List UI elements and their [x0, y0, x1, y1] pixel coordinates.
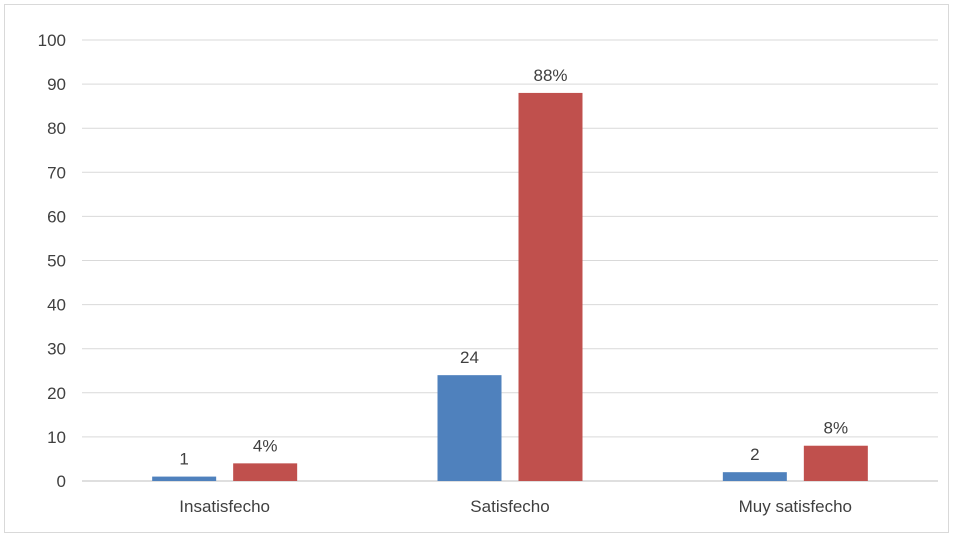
category-label: Satisfecho: [470, 497, 549, 516]
data-label: 88%: [533, 66, 567, 85]
y-tick-label: 30: [47, 340, 66, 359]
data-label: 4%: [253, 436, 278, 455]
data-label: 8%: [824, 419, 849, 438]
y-tick-label: 90: [47, 75, 66, 94]
bar-series-2-0: [233, 463, 298, 481]
data-label: 24: [460, 348, 479, 367]
y-tick-label: 10: [47, 428, 66, 447]
gridlines: [82, 39, 938, 482]
y-tick-label: 40: [47, 296, 66, 315]
y-tick-label: 60: [47, 207, 66, 226]
bar-series-1-2: [722, 472, 787, 481]
y-tick-label: 20: [47, 384, 66, 403]
y-tick-label: 80: [47, 119, 66, 138]
data-labels: 1 4% 24 88% 2 8%: [179, 66, 848, 469]
bar-series-1-1: [437, 375, 502, 481]
category-label: Muy satisfecho: [739, 497, 852, 516]
y-tick-label: 50: [47, 252, 66, 271]
data-label: 1: [179, 450, 188, 469]
y-axis-ticks: 0 10 20 30 40 50 60 70 80 90 100: [38, 31, 66, 491]
y-tick-label: 70: [47, 163, 66, 182]
bar-series-2-1: [518, 92, 583, 482]
chart-frame: 0 10 20 30 40 50 60 70 80 90 100 1 4% 24 88% 2 8% Insat…: [4, 4, 949, 533]
bar-chart: 0 10 20 30 40 50 60 70 80 90 100 1 4% 24 88% 2 8% Insat…: [38, 31, 938, 516]
bars: [152, 92, 868, 482]
y-tick-label: 100: [38, 31, 66, 50]
bar-series-2-2: [803, 445, 868, 481]
data-label: 2: [750, 445, 759, 464]
category-axis: Insatisfecho Satisfecho Muy satisfecho: [179, 497, 852, 516]
y-tick-label: 0: [57, 472, 66, 491]
bar-series-1-0: [152, 476, 217, 481]
category-label: Insatisfecho: [179, 497, 270, 516]
